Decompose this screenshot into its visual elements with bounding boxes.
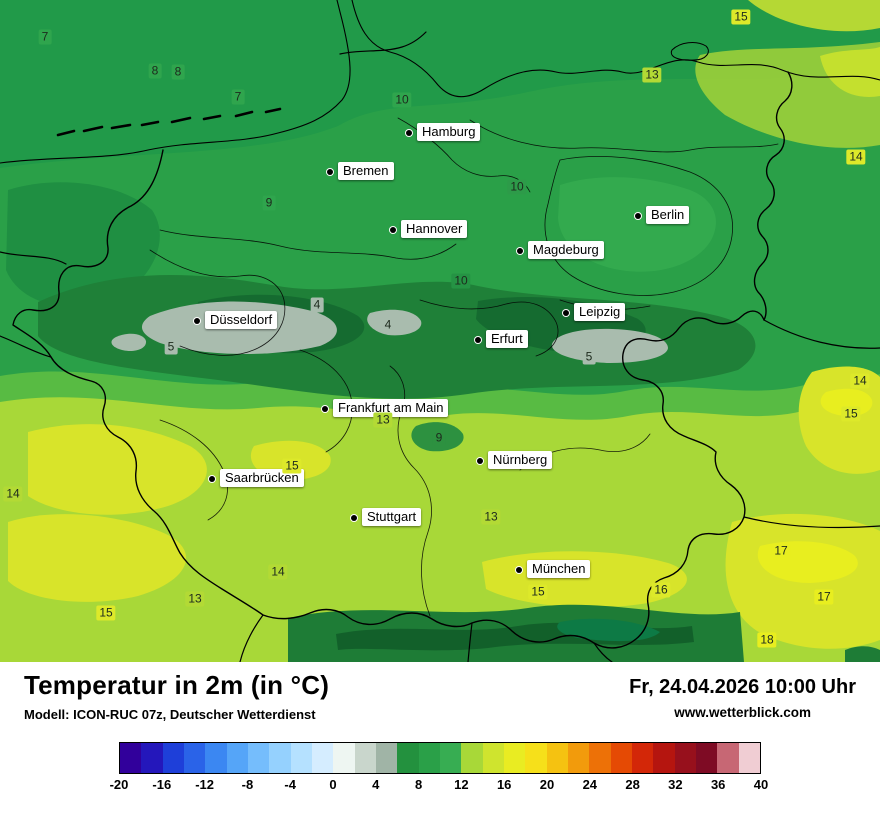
- map-title: Temperatur in 2m (in °C): [24, 670, 330, 700]
- legend-color-segment: [183, 743, 206, 773]
- legend-color-segment: [589, 743, 611, 773]
- legend-color-segment: [120, 743, 142, 773]
- legend-color-segment: [610, 743, 632, 773]
- map-footer: Temperatur in 2m (in °C) Modell: ICON-RU…: [0, 662, 880, 830]
- legend-tick-label: 12: [454, 777, 469, 792]
- legend-tick-label: 8: [414, 777, 423, 792]
- legend-color-segment: [290, 743, 312, 773]
- legend-tick-label: -12: [195, 777, 214, 792]
- legend-color-segment: [397, 743, 419, 773]
- legend-color-segment: [439, 743, 462, 773]
- legend-color-segment: [333, 743, 355, 773]
- legend-tick-label: -16: [152, 777, 172, 792]
- legend-color-segment: [311, 743, 334, 773]
- map-area: Hamburg Bremen Hannover Berlin Magdeburg Düss…: [0, 0, 880, 662]
- forecast-datetime: Fr, 24.04.2026 10:00 Uhr: [629, 676, 856, 698]
- germany-temperature-map: [0, 0, 880, 662]
- legend-color-segment: [653, 743, 675, 773]
- legend-color-segment: [482, 743, 504, 773]
- legend-color-segment: [141, 743, 163, 773]
- legend-tick-label: -20: [109, 777, 129, 792]
- alps-region: [288, 604, 880, 662]
- temperature-legend: -20 -16 -12 -8 -4 0 4 8 12 16 20 24 28 32 36 40: [110, 742, 769, 795]
- legend-color-segment: [503, 743, 526, 773]
- legend-color-segment: [674, 743, 696, 773]
- legend-color-segment: [567, 743, 590, 773]
- legend-color-segment: [631, 743, 654, 773]
- legend-tick-label: 0: [329, 777, 337, 792]
- legend-tick-label: 4: [372, 777, 380, 792]
- legend-color-segment: [525, 743, 547, 773]
- legend-color-segment: [354, 743, 376, 773]
- footer-right-column: Fr, 24.04.2026 10:00 Uhr www.wetterblick…: [629, 670, 856, 720]
- footer-text-row: Temperatur in 2m (in °C) Modell: ICON-RU…: [24, 670, 856, 722]
- legend-tick-label: 16: [496, 777, 512, 792]
- legend-tick-label: 36: [710, 777, 726, 792]
- north-and-sea-region: [0, 0, 880, 308]
- legend-color-segment: [695, 743, 718, 773]
- legend-tick-label: 20: [539, 777, 555, 792]
- legend-color-segment: [226, 743, 248, 773]
- model-info: Modell: ICON-RUC 07z, Deutscher Wetterdi…: [24, 707, 316, 722]
- legend-color-segment: [205, 743, 227, 773]
- legend-tick-label: 40: [753, 777, 769, 792]
- national-borders: [0, 31, 880, 662]
- legend-color-segment: [247, 743, 270, 773]
- legend-color-segment: [461, 743, 483, 773]
- legend-color-segment: [738, 743, 760, 773]
- legend-color-segment: [162, 743, 184, 773]
- legend-tick-label: -8: [241, 777, 254, 792]
- legend-color-segment: [375, 743, 398, 773]
- legend-color-segment: [546, 743, 568, 773]
- legend-tick-label: 24: [582, 777, 598, 792]
- legend-color-bar: [119, 742, 761, 774]
- footer-left-column: Temperatur in 2m (in °C) Modell: ICON-RU…: [24, 670, 329, 722]
- legend-tick-label: -4: [284, 777, 296, 792]
- legend-color-segment: [269, 743, 291, 773]
- legend-tick-label: 28: [625, 777, 640, 792]
- coastline: [0, 0, 880, 164]
- legend-color-segment: [418, 743, 440, 773]
- legend-tick-label: 32: [668, 777, 683, 792]
- legend-tick-labels: -20 -16 -12 -8 -4 0 4 8 12 16 20 24 28 32 36 40: [110, 777, 769, 795]
- legend-color-segment: [717, 743, 739, 773]
- website-label: www.wetterblick.com: [674, 705, 811, 720]
